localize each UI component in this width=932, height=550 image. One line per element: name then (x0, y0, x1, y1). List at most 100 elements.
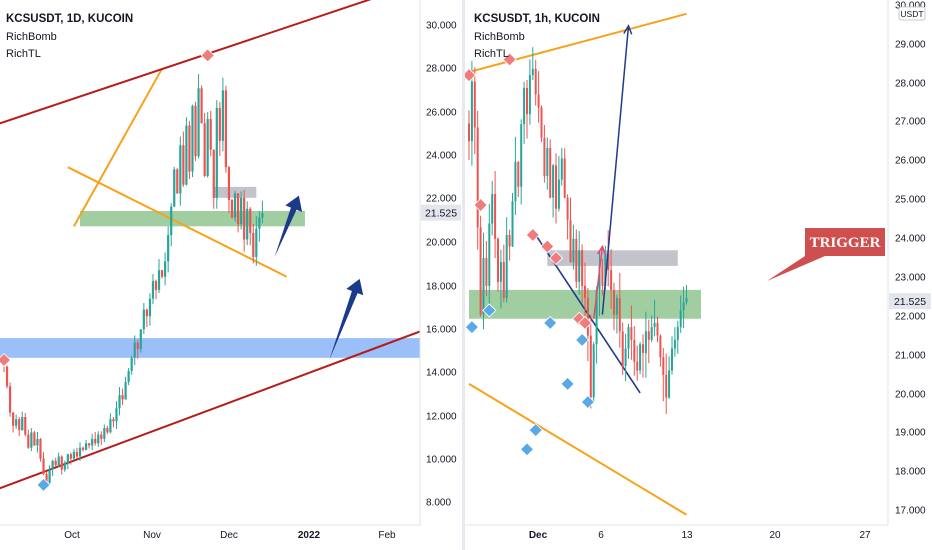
panel-divider[interactable] (462, 0, 465, 550)
trend-line-dark-red (0, 0, 372, 125)
candle-bear (468, 123, 470, 142)
candle-bull (488, 223, 491, 286)
candle-bull (676, 327, 679, 340)
candle-bear (230, 200, 234, 218)
candle-bull (57, 456, 60, 466)
candle-bear (549, 148, 552, 198)
zone-green-zone (80, 211, 305, 227)
candle-bull (148, 298, 152, 317)
candle-bear (8, 386, 12, 413)
candle-bull (139, 329, 142, 350)
candle-bear (39, 438, 42, 459)
price-tick-label: 12.000 (426, 412, 457, 423)
candle-bull (671, 348, 673, 371)
candle-bear (566, 197, 569, 220)
zone-blue-zone (0, 338, 420, 358)
right-indicator-richbomb[interactable]: RichBomb (474, 31, 525, 43)
candle-bear (203, 123, 206, 176)
left-time-axis[interactable]: Oct Nov Dec 2022 Feb (64, 530, 396, 541)
candle-bull (167, 235, 170, 262)
candle-bear (586, 298, 589, 336)
left-indicator-richbomb[interactable]: RichBomb (6, 31, 57, 43)
trigger-callout: TRIGGER (767, 228, 885, 281)
candle-bull (21, 417, 24, 431)
price-tick-label: 21.000 (895, 351, 926, 362)
candle-bear (636, 361, 639, 371)
left-current-price-label: 21.525 (425, 208, 457, 220)
candle-bull (191, 105, 194, 172)
candle-bull (520, 124, 523, 187)
up-arrow-navy (329, 278, 364, 361)
time-tick-label: Dec (529, 530, 548, 541)
currency-badge-label: USDT (900, 9, 923, 19)
candle-bear (194, 105, 197, 157)
price-tick-label: 30.000 (895, 1, 926, 12)
candle-bull (514, 161, 517, 202)
candle-bull (133, 342, 136, 358)
zone-gray-zone (547, 250, 678, 266)
candle-bear (607, 254, 610, 270)
right-time-axis[interactable]: Dec 6 13 20 27 (529, 530, 871, 541)
price-tick-label: 27.000 (895, 117, 926, 128)
right-indicator-richtl[interactable]: RichTL (474, 48, 509, 60)
candle-bear (33, 432, 36, 446)
candle-bear (476, 127, 479, 228)
left-chart-title: KCSUSDT, 1D, KUCOIN (6, 13, 133, 25)
candle-bull (624, 348, 627, 367)
candle-bear (188, 125, 191, 172)
candle-bull (142, 309, 145, 330)
currency-badge[interactable]: USDT (898, 6, 926, 21)
price-tick-label: 25.000 (895, 195, 926, 206)
right-candles (468, 47, 688, 414)
sell-signal-diamond (577, 315, 593, 330)
candle-bull (103, 427, 106, 439)
candle-bull (84, 443, 88, 450)
trend-line-orange (67, 166, 288, 278)
candle-bear (252, 232, 255, 258)
right-price-axis-bg (888, 0, 932, 550)
candle-bull (615, 298, 618, 315)
price-tick-label: 28.000 (895, 79, 926, 90)
candle-bull (650, 327, 653, 340)
candle-bear (236, 193, 240, 225)
hourly-chart-panel[interactable]: TRIGGER 30.000 29.000 28.000 27.000 26.000 25… (465, 0, 932, 550)
left-price-axis[interactable]: 30.000 28.000 26.000 24.000 22.000 20.000 18.0… (426, 21, 457, 509)
price-tick-label: 22.000 (426, 194, 457, 205)
candle-bear (647, 331, 650, 340)
price-tick-label: 24.000 (895, 234, 926, 245)
candle-bear (5, 366, 9, 387)
candle-bear (618, 298, 621, 332)
candle-bull (91, 438, 94, 446)
price-tick-label: 28.000 (426, 64, 457, 75)
candle-bear (613, 289, 615, 315)
candle-bear (502, 262, 505, 299)
candle-bull (653, 322, 656, 328)
candle-bear (543, 137, 546, 177)
candle-bear (18, 419, 21, 431)
candle-bear (517, 161, 520, 187)
candle-bear (182, 145, 185, 185)
price-tick-label: 20.000 (895, 390, 926, 401)
candle-bear (584, 285, 586, 299)
candle-bear (224, 90, 228, 168)
right-current-price-label: 21.525 (894, 296, 926, 308)
right-price-axis[interactable]: 30.000 29.000 28.000 27.000 26.000 25.000 24.0… (895, 1, 926, 517)
candle-bear (60, 456, 63, 470)
candle-bull (63, 463, 66, 470)
candle-bull (30, 432, 33, 448)
candle-bull (685, 298, 688, 303)
candle-bull (115, 408, 118, 422)
price-tick-label: 20.000 (426, 238, 457, 249)
left-indicator-richtl[interactable]: RichTL (6, 48, 41, 60)
candle-bear (662, 357, 665, 375)
time-tick-label: Dec (220, 530, 238, 541)
left-signals (0, 48, 215, 493)
price-tick-label: 26.000 (895, 156, 926, 167)
candle-bull (258, 217, 261, 229)
candle-bear (121, 395, 124, 400)
trigger-callout-box (767, 228, 885, 281)
candle-bull (51, 460, 54, 470)
candle-bear (537, 94, 540, 108)
daily-chart-panel[interactable]: 30.000 28.000 26.000 24.000 22.000 20.000 18.0… (0, 0, 462, 550)
candle-bull (682, 302, 685, 311)
